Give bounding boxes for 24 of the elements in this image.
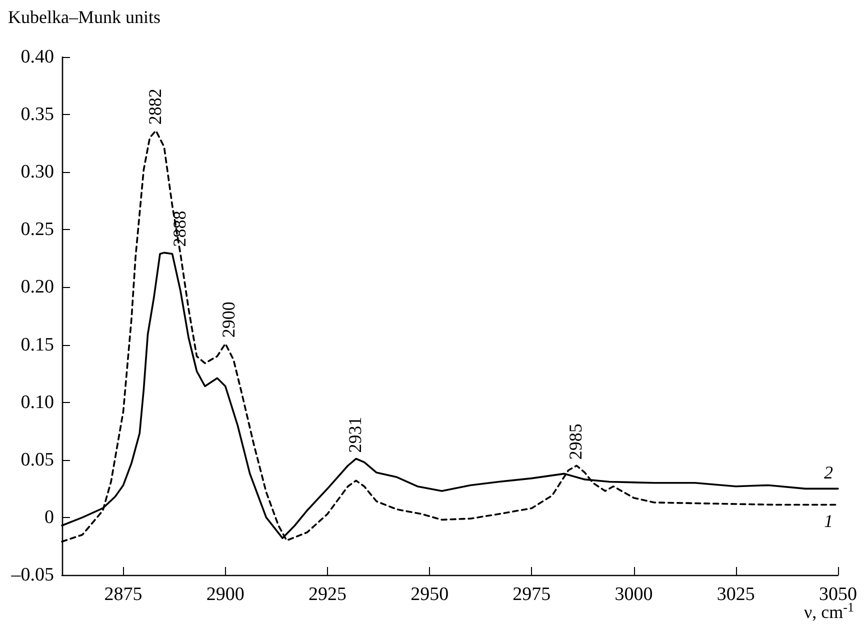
y-tick-label: 0.05 bbox=[20, 449, 54, 470]
x-tick-label: 2925 bbox=[308, 584, 346, 605]
y-tick-label: 0.30 bbox=[20, 162, 54, 183]
series-label: 2 bbox=[824, 462, 833, 483]
y-tick-label: 0.10 bbox=[20, 392, 54, 413]
x-tick-label: 2900 bbox=[206, 584, 244, 605]
x-tick-label: 2875 bbox=[104, 584, 142, 605]
y-axis-title: Kubelka–Munk units bbox=[8, 7, 160, 27]
y-tick-label: 0.25 bbox=[20, 219, 54, 240]
y-tick-label: 0.20 bbox=[20, 276, 54, 298]
y-tick-label: 0.40 bbox=[20, 46, 54, 68]
annotation: 2931 bbox=[344, 416, 365, 453]
y-tick-label: 0.35 bbox=[20, 104, 54, 126]
annotation: 2900 bbox=[218, 302, 238, 338]
x-tick-label: 3000 bbox=[614, 584, 653, 605]
series-label: 1 bbox=[824, 510, 833, 531]
y-tick-label: –0.05 bbox=[10, 564, 54, 586]
y-tick-label: 0.15 bbox=[20, 334, 54, 356]
y-tick-label: 0 bbox=[44, 506, 54, 528]
annotation: 2882 bbox=[144, 88, 165, 125]
x-tick-label: 2950 bbox=[410, 584, 449, 605]
x-tick-label: 2975 bbox=[512, 584, 551, 605]
annotation: 2985 bbox=[566, 424, 586, 460]
x-tick-label: 3025 bbox=[716, 584, 755, 605]
